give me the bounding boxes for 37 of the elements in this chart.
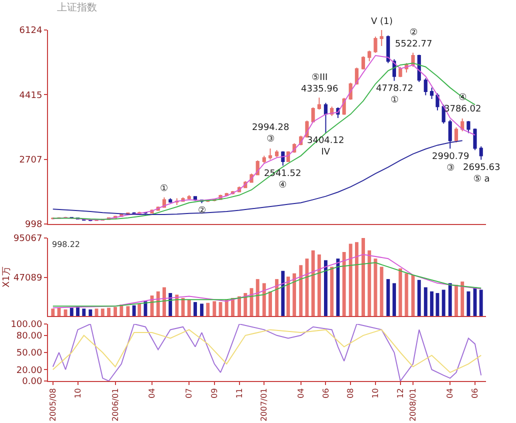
annotation: ② 5522.77 bbox=[395, 28, 432, 50]
y-tick-label: 100.00 bbox=[10, 320, 42, 330]
annotation: ① bbox=[160, 184, 168, 194]
x-tick-label: 10 bbox=[371, 388, 380, 398]
y-tick-label: 6124 bbox=[19, 26, 42, 36]
annotation: ⑤III 4335.96 bbox=[301, 73, 338, 95]
y-tick-label: 80.00 bbox=[16, 332, 42, 342]
x-tick-label: 2006/01 bbox=[110, 388, 120, 422]
y-tick-label: 0.00 bbox=[22, 377, 42, 388]
chart-title: 上证指数 bbox=[56, 1, 97, 14]
y-tick-label: 95067 bbox=[14, 234, 42, 244]
y-tick-label: 4415 bbox=[19, 90, 42, 101]
x-tick-label: 10 bbox=[73, 388, 82, 398]
y-tick-label: 20.00 bbox=[16, 366, 42, 376]
y-tick-label: 50.00 bbox=[16, 348, 42, 359]
annotation: 2994.28 ③ bbox=[252, 123, 290, 145]
x-tick-label: 11 bbox=[234, 388, 244, 398]
x-tick-label: 07 bbox=[184, 388, 194, 398]
x-tick-label: 08 bbox=[346, 388, 356, 398]
y-tick-label: 2707 bbox=[19, 155, 42, 166]
y-tick-label: 47089 bbox=[14, 274, 42, 284]
x-tick-label: 2007/01 bbox=[260, 388, 269, 422]
x-tick-label: 04 bbox=[148, 388, 157, 398]
annotation: 998.22 bbox=[52, 240, 80, 249]
y-axis-title: X1万 bbox=[2, 266, 12, 288]
annotation: V (1) bbox=[371, 17, 393, 27]
x-tick-label: 2008/01 bbox=[408, 388, 418, 422]
x-tick-label: 2005/08 bbox=[48, 388, 58, 422]
x-tick-label: 06 bbox=[470, 388, 480, 398]
x-tick-label: 09 bbox=[210, 388, 219, 398]
x-tick-label: 04 bbox=[296, 388, 306, 398]
x-tick-label: 06 bbox=[321, 388, 330, 398]
annotation: 2695.63 ⑤ a bbox=[463, 163, 500, 185]
annotation: 4778.72 ① bbox=[376, 84, 414, 106]
x-tick-label: 04 bbox=[446, 388, 455, 398]
y-tick-label: 998 bbox=[25, 220, 42, 230]
x-tick-label: 12 bbox=[396, 388, 405, 398]
